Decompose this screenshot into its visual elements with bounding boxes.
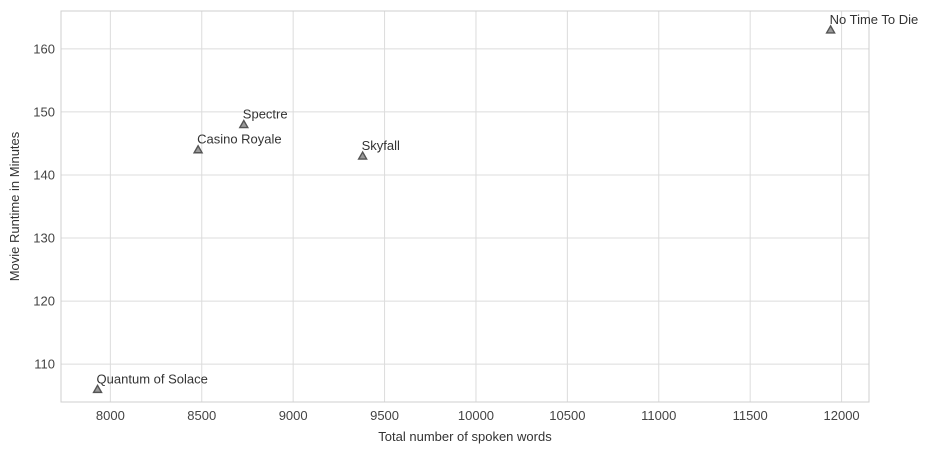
grid bbox=[61, 11, 869, 402]
point-label: Skyfall bbox=[362, 138, 400, 153]
y-tick-label: 110 bbox=[34, 357, 55, 372]
point-label: Spectre bbox=[243, 107, 288, 122]
x-tick-label: 8000 bbox=[96, 408, 125, 423]
x-tick-label: 12000 bbox=[824, 408, 860, 423]
y-tick-label: 120 bbox=[33, 294, 55, 309]
triangle-marker bbox=[192, 144, 204, 154]
x-tick-label: 8500 bbox=[187, 408, 216, 423]
y-tick-label: 140 bbox=[33, 167, 55, 182]
x-tick-label: 10500 bbox=[549, 408, 585, 423]
plot-frame bbox=[60, 10, 870, 403]
y-tick-label: 130 bbox=[33, 231, 55, 246]
triangle-marker bbox=[92, 383, 103, 394]
point-label: No Time To Die bbox=[830, 12, 919, 27]
triangle-marker bbox=[357, 150, 368, 160]
x-tick-label: 9500 bbox=[370, 408, 399, 423]
x-tick-label: 10000 bbox=[458, 408, 494, 423]
x-axis-ticks: 8000 8500 9000 9500 10000 10500 11000 11500 1200… bbox=[96, 408, 860, 423]
data-points: No Time To Die Spectre Casino Royale Skyfal… bbox=[92, 12, 919, 394]
y-axis-label: Movie Runtime in Minutes bbox=[7, 131, 22, 281]
x-tick-label: 9000 bbox=[279, 408, 308, 423]
triangle-marker bbox=[238, 119, 250, 129]
y-tick-label: 150 bbox=[33, 104, 55, 119]
point-label: Casino Royale bbox=[197, 132, 282, 147]
x-tick-label: 11500 bbox=[733, 408, 768, 423]
x-axis-label: Total number of spoken words bbox=[378, 429, 552, 444]
triangle-marker bbox=[825, 24, 836, 34]
point-label: Quantum of Solace bbox=[97, 371, 208, 386]
y-tick-label: 160 bbox=[33, 41, 55, 56]
x-tick-label: 11000 bbox=[641, 408, 676, 423]
y-axis-ticks: 110 120 130 140 150 160 bbox=[33, 41, 55, 371]
